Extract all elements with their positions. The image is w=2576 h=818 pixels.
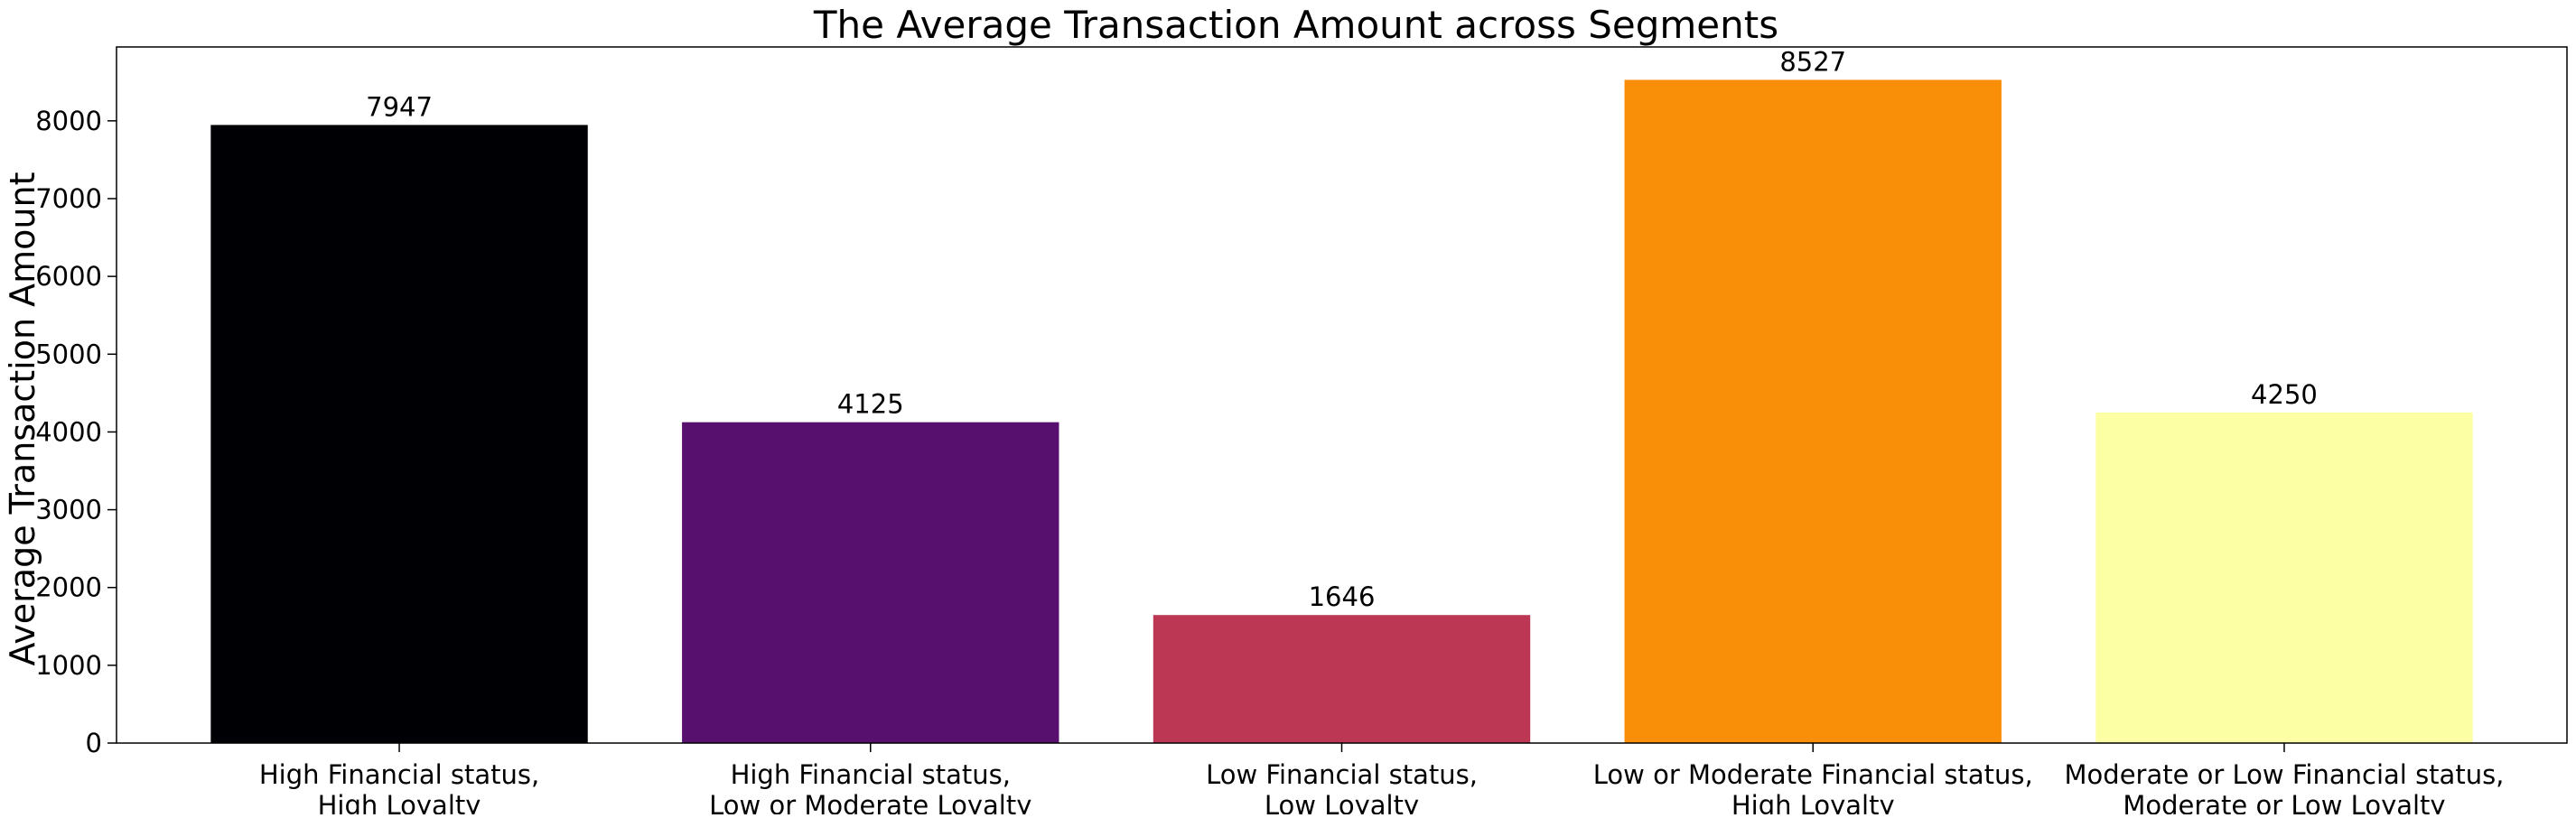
y-tick-label: 3000 bbox=[35, 495, 102, 525]
bar-2 bbox=[682, 422, 1059, 743]
x-tick-label: Moderate or Low Financial status, Moderat… bbox=[2065, 759, 2505, 814]
bar-5 bbox=[2095, 412, 2473, 743]
bar-value-label-5: 4250 bbox=[2251, 379, 2318, 410]
bar-value-label-1: 7947 bbox=[366, 91, 433, 122]
bar-4 bbox=[1624, 79, 2002, 743]
x-tick-label-line: Moderate or Low Financial status, bbox=[2065, 759, 2505, 790]
bar-value-label-2: 4125 bbox=[837, 389, 904, 420]
y-tick-label: 5000 bbox=[35, 339, 102, 369]
plot-area-frame bbox=[116, 46, 2568, 744]
chart-title: The Average Transaction Amount across Se… bbox=[813, 3, 1778, 47]
y-tick-label: 0 bbox=[86, 728, 102, 758]
y-tick-label: 4000 bbox=[35, 416, 102, 447]
x-tick-label-line: Low or Moderate Financial status, bbox=[1593, 759, 2033, 790]
bar-value-label-4: 8527 bbox=[1779, 46, 1846, 77]
y-axis-ticks: 0 1000 2000 3000 4000 5000 6000 7000 8000 bbox=[35, 106, 117, 758]
value-labels-layer: 7947 4125 1646 8527 4250 bbox=[366, 46, 2318, 612]
x-tick-label: Low or Moderate Financial status, High Lo… bbox=[1593, 759, 2033, 814]
x-tick-label-line: Moderate or Low Loyalty bbox=[2123, 790, 2445, 814]
x-tick-label-line: High Loyalty bbox=[318, 790, 481, 814]
bar-3 bbox=[1153, 615, 1531, 743]
x-tick-label: Low Financial status, Low Loyalty bbox=[1206, 759, 1478, 814]
x-tick-label-line: Low Loyalty bbox=[1265, 790, 1419, 814]
bar-1 bbox=[210, 125, 588, 743]
x-tick-label-line: Low Financial status, bbox=[1206, 759, 1478, 790]
x-tick-label-line: High Financial status, bbox=[731, 759, 1011, 790]
x-tick-label-line: High Loyalty bbox=[1731, 790, 1895, 814]
x-tick-label-line: High Financial status, bbox=[259, 759, 539, 790]
x-tick-label-line: Low or Moderate Loyalty bbox=[709, 790, 1031, 814]
y-tick-label: 7000 bbox=[35, 183, 102, 214]
x-tick-label: High Financial status, Low or Moderate Lo… bbox=[709, 759, 1031, 814]
y-tick-label: 2000 bbox=[35, 572, 102, 603]
y-tick-label: 8000 bbox=[35, 106, 102, 136]
y-tick-label: 1000 bbox=[35, 650, 102, 681]
x-tick-label: High Financial status, High Loyalty bbox=[259, 759, 539, 814]
bar-value-label-3: 1646 bbox=[1309, 581, 1376, 612]
bars-layer bbox=[210, 79, 2473, 743]
y-axis-label: Average Transaction Amount bbox=[3, 172, 42, 666]
y-tick-label: 6000 bbox=[35, 261, 102, 292]
